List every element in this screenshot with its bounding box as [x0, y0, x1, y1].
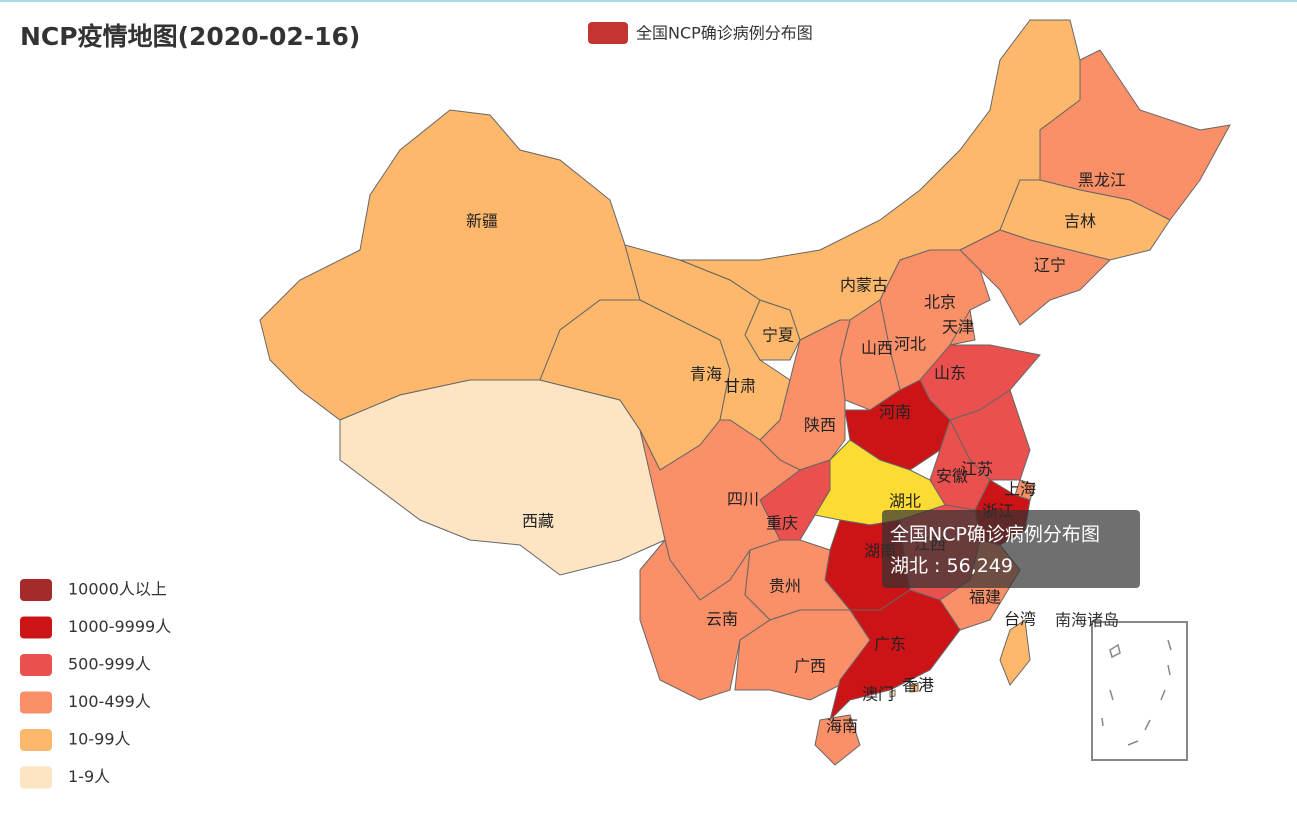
piece-label[interactable]: 1-9人: [68, 767, 110, 786]
province-label: 江苏: [961, 460, 993, 479]
inset-label: 南海诸岛: [1055, 611, 1119, 630]
province-label: 西藏: [522, 512, 554, 531]
tooltip-series: 全国NCP确诊病例分布图: [890, 524, 1100, 546]
province-label: 上海: [1004, 480, 1036, 499]
province-label: 香港: [902, 676, 934, 695]
piece-swatch[interactable]: [20, 766, 52, 789]
visual-map: 10000人以上 1000-9999人 500-999人 100-499人 10-99人…: [20, 579, 171, 789]
province-label: 宁夏: [762, 326, 794, 345]
province-label: 陕西: [804, 416, 836, 435]
province-label: 青海: [690, 365, 722, 384]
province-area[interactable]: [639, 538, 771, 701]
piece-label[interactable]: 10-99人: [68, 730, 131, 749]
piece-label[interactable]: 10000人以上: [68, 580, 167, 599]
province-area[interactable]: [909, 682, 919, 693]
province-label: 澳门: [862, 685, 894, 704]
piece-label[interactable]: 500-999人: [68, 655, 151, 674]
province-label: 新疆: [466, 212, 498, 231]
province-label: 北京: [924, 293, 956, 312]
province-label: 河南: [879, 403, 911, 422]
province-label: 湖北: [889, 492, 921, 511]
piece-swatch[interactable]: [20, 579, 52, 601]
piece-label[interactable]: 1000-9999人: [68, 617, 171, 636]
province-label: 贵州: [769, 577, 801, 596]
legend-swatch: [588, 22, 628, 44]
province-label: 吉林: [1064, 212, 1096, 231]
province-area[interactable]: [339, 379, 666, 576]
province-area[interactable]: [829, 589, 961, 722]
province-label: 山西: [861, 339, 893, 358]
province-label: 重庆: [766, 514, 798, 533]
province-label: 甘肃: [724, 377, 756, 396]
piece-swatch[interactable]: [20, 691, 52, 714]
piece-swatch[interactable]: [20, 654, 52, 676]
province-label: 河北: [894, 335, 926, 354]
chart-title: NCP疫情地图(2020-02-16): [20, 22, 360, 51]
province-label: 海南: [826, 717, 858, 736]
province-label: 四川: [727, 490, 759, 509]
province-area[interactable]: [814, 714, 861, 766]
tooltip-value: 湖北 : 56,249: [890, 555, 1013, 577]
province-area[interactable]: [889, 689, 896, 698]
legend[interactable]: 全国NCP确诊病例分布图: [588, 22, 813, 44]
province-label: 云南: [706, 610, 738, 629]
legend-label[interactable]: 全国NCP确诊病例分布图: [636, 24, 813, 43]
tooltip: 全国NCP确诊病例分布图 湖北 : 56,249: [882, 510, 1140, 588]
province-label: 内蒙古: [840, 276, 888, 295]
province-label: 黑龙江: [1078, 171, 1126, 190]
province-area[interactable]: [999, 619, 1031, 686]
tooltip-name: 湖北: [890, 555, 928, 577]
province-label: 台湾: [1004, 610, 1036, 629]
tooltip-number: 56,249: [947, 555, 1013, 577]
province-label: 广东: [874, 635, 906, 654]
piece-swatch[interactable]: [20, 729, 52, 751]
south-sea-inset: [1091, 621, 1188, 761]
province-label: 福建: [969, 588, 1001, 607]
piece-swatch[interactable]: [20, 616, 52, 639]
province-label: 山东: [934, 364, 966, 383]
province-label: 辽宁: [1034, 256, 1066, 275]
piece-label[interactable]: 100-499人: [68, 692, 151, 711]
map-regions: [259, 19, 1231, 766]
province-label: 天津: [942, 318, 974, 337]
tooltip-separator: :: [928, 555, 946, 577]
province-label: 安徽: [936, 467, 968, 486]
province-label: 广西: [794, 657, 826, 676]
